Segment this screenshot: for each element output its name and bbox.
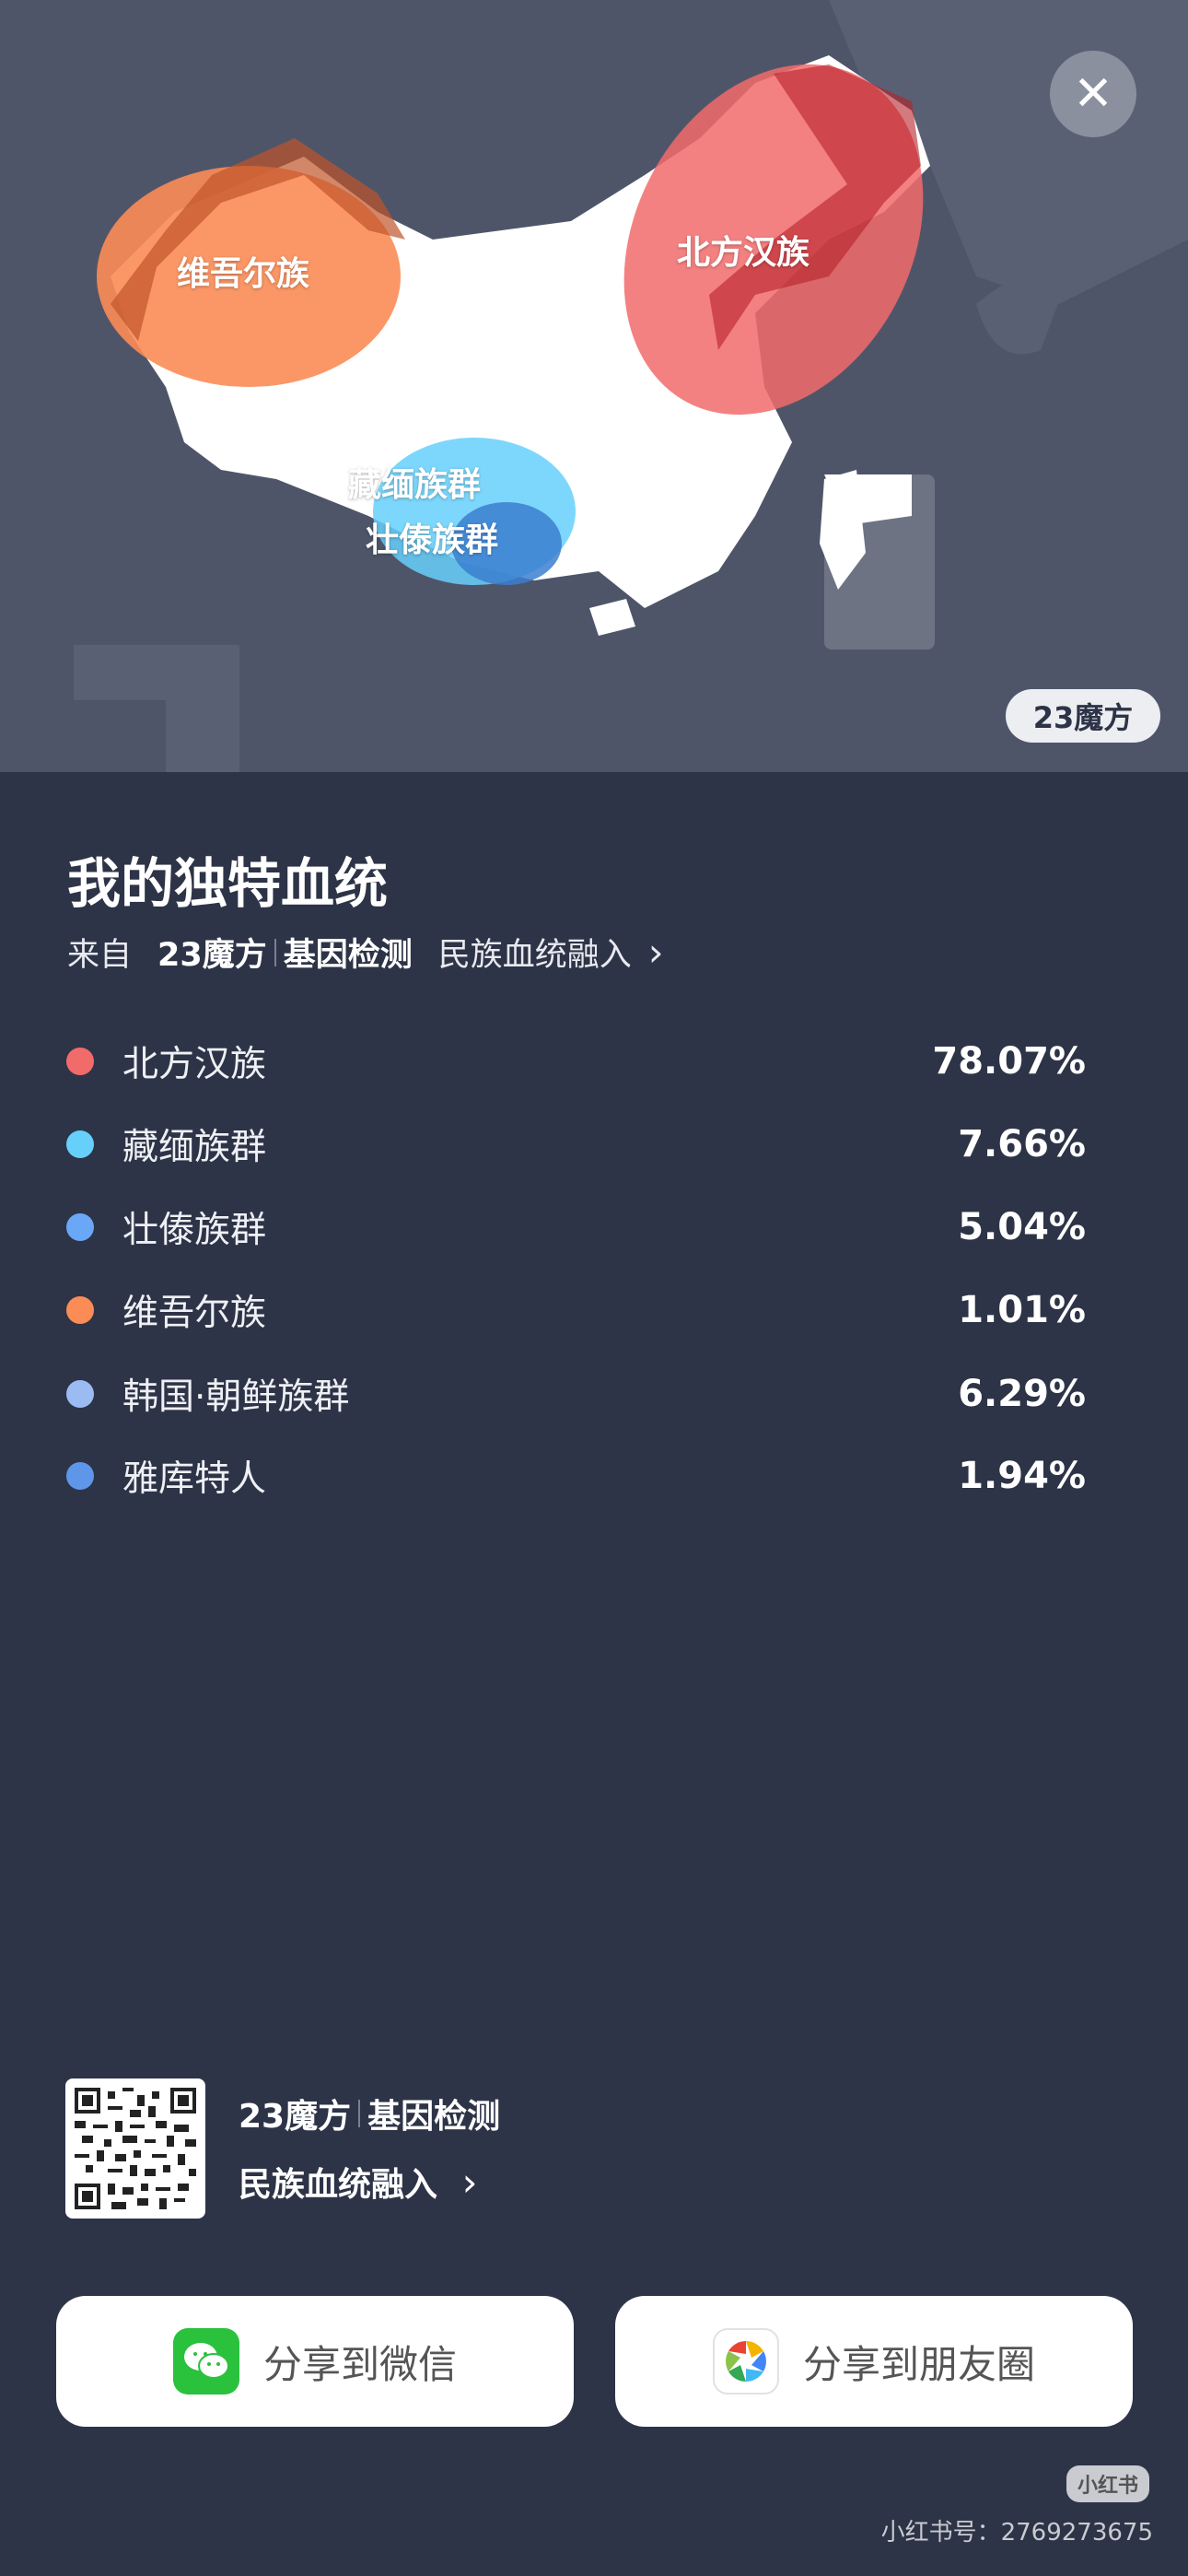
watermark-id: 小红书号：2769273675 bbox=[880, 2519, 1153, 2547]
ancestry-row: 壮傣族群 5.04% bbox=[0, 1200, 1188, 1255]
chevron-right-icon: › bbox=[461, 2160, 478, 2205]
color-dot bbox=[66, 1130, 94, 1158]
map-graphic bbox=[74, 0, 1188, 772]
ancestry-percent: 5.04% bbox=[958, 1206, 1086, 1248]
ancestry-percent: 6.29% bbox=[958, 1373, 1086, 1415]
footer-brand: 23魔方 基因检测 bbox=[239, 2090, 500, 2137]
ancestry-name: 藏缅族群 bbox=[122, 1127, 267, 1168]
ancestry-link[interactable]: 民族血统融入 bbox=[437, 937, 632, 974]
footer-brand-sub: 基因检测 bbox=[367, 2098, 501, 2136]
ancestry-row: 北方汉族 78.07% bbox=[0, 1034, 1188, 1089]
share-moments-label: 分享到朋友圈 bbox=[802, 2341, 1035, 2387]
provider-badge: 23魔方 bbox=[1006, 689, 1160, 743]
color-dot bbox=[66, 1380, 94, 1408]
ancestry-name: 维吾尔族 bbox=[122, 1293, 267, 1334]
share-moments-button[interactable]: 分享到朋友圈 bbox=[615, 2296, 1133, 2427]
color-dot bbox=[66, 1213, 94, 1241]
color-dot bbox=[66, 1462, 94, 1490]
ancestry-name: 壮傣族群 bbox=[122, 1210, 267, 1251]
source-line[interactable]: 来自 23魔方 基因检测 民族血统融入 › bbox=[67, 929, 664, 976]
close-icon: ✕ bbox=[1073, 66, 1113, 122]
ancestry-map: 维吾尔族 北方汉族 藏缅族群 壮傣族群 ✕ 23魔方 bbox=[0, 0, 1188, 772]
map-label-northern-han: 北方汉族 bbox=[677, 234, 810, 272]
ancestry-row: 藏缅族群 7.66% bbox=[0, 1117, 1188, 1172]
footer-link[interactable]: 民族血统融入 › bbox=[239, 2158, 477, 2206]
brand-name: 23魔方 bbox=[157, 937, 267, 974]
ancestry-name: 雅库特人 bbox=[122, 1458, 267, 1500]
ancestry-row: 维吾尔族 1.01% bbox=[0, 1282, 1188, 1338]
from-label: 来自 bbox=[67, 937, 133, 974]
divider bbox=[274, 938, 276, 966]
close-button[interactable]: ✕ bbox=[1050, 51, 1136, 137]
divider bbox=[358, 2100, 361, 2127]
share-wechat-button[interactable]: 分享到微信 bbox=[56, 2296, 574, 2427]
moments-icon bbox=[712, 2328, 779, 2395]
share-wechat-label: 分享到微信 bbox=[262, 2341, 457, 2387]
color-dot bbox=[66, 1296, 94, 1324]
ancestry-percent: 1.01% bbox=[958, 1289, 1086, 1331]
wechat-icon bbox=[172, 2328, 239, 2395]
page-title: 我的独特血统 bbox=[67, 852, 389, 915]
qr-code-icon bbox=[75, 2088, 196, 2209]
color-dot bbox=[66, 1048, 94, 1075]
ancestry-percent: 78.07% bbox=[932, 1040, 1086, 1083]
ancestry-percent: 1.94% bbox=[958, 1455, 1086, 1497]
ancestry-row: 韩国·朝鲜族群 6.29% bbox=[0, 1366, 1188, 1422]
chevron-right-icon: › bbox=[647, 930, 664, 975]
brand-sub: 基因检测 bbox=[283, 937, 413, 974]
map-label-zhuang-dai: 壮傣族群 bbox=[366, 521, 499, 559]
footer-brand-name: 23魔方 bbox=[239, 2098, 352, 2136]
map-label-tibeto-burman: 藏缅族群 bbox=[348, 466, 482, 504]
map-label-uyghur: 维吾尔族 bbox=[177, 255, 310, 293]
footer-link-label: 民族血统融入 bbox=[239, 2166, 438, 2204]
ancestry-name: 韩国·朝鲜族群 bbox=[122, 1376, 350, 1418]
ancestry-percent: 7.66% bbox=[958, 1123, 1086, 1165]
xiaohongshu-logo: 小红书 bbox=[1066, 2465, 1149, 2502]
ancestry-row: 雅库特人 1.94% bbox=[0, 1448, 1188, 1504]
qr-code bbox=[65, 2078, 205, 2219]
ancestry-name: 北方汉族 bbox=[122, 1044, 267, 1085]
